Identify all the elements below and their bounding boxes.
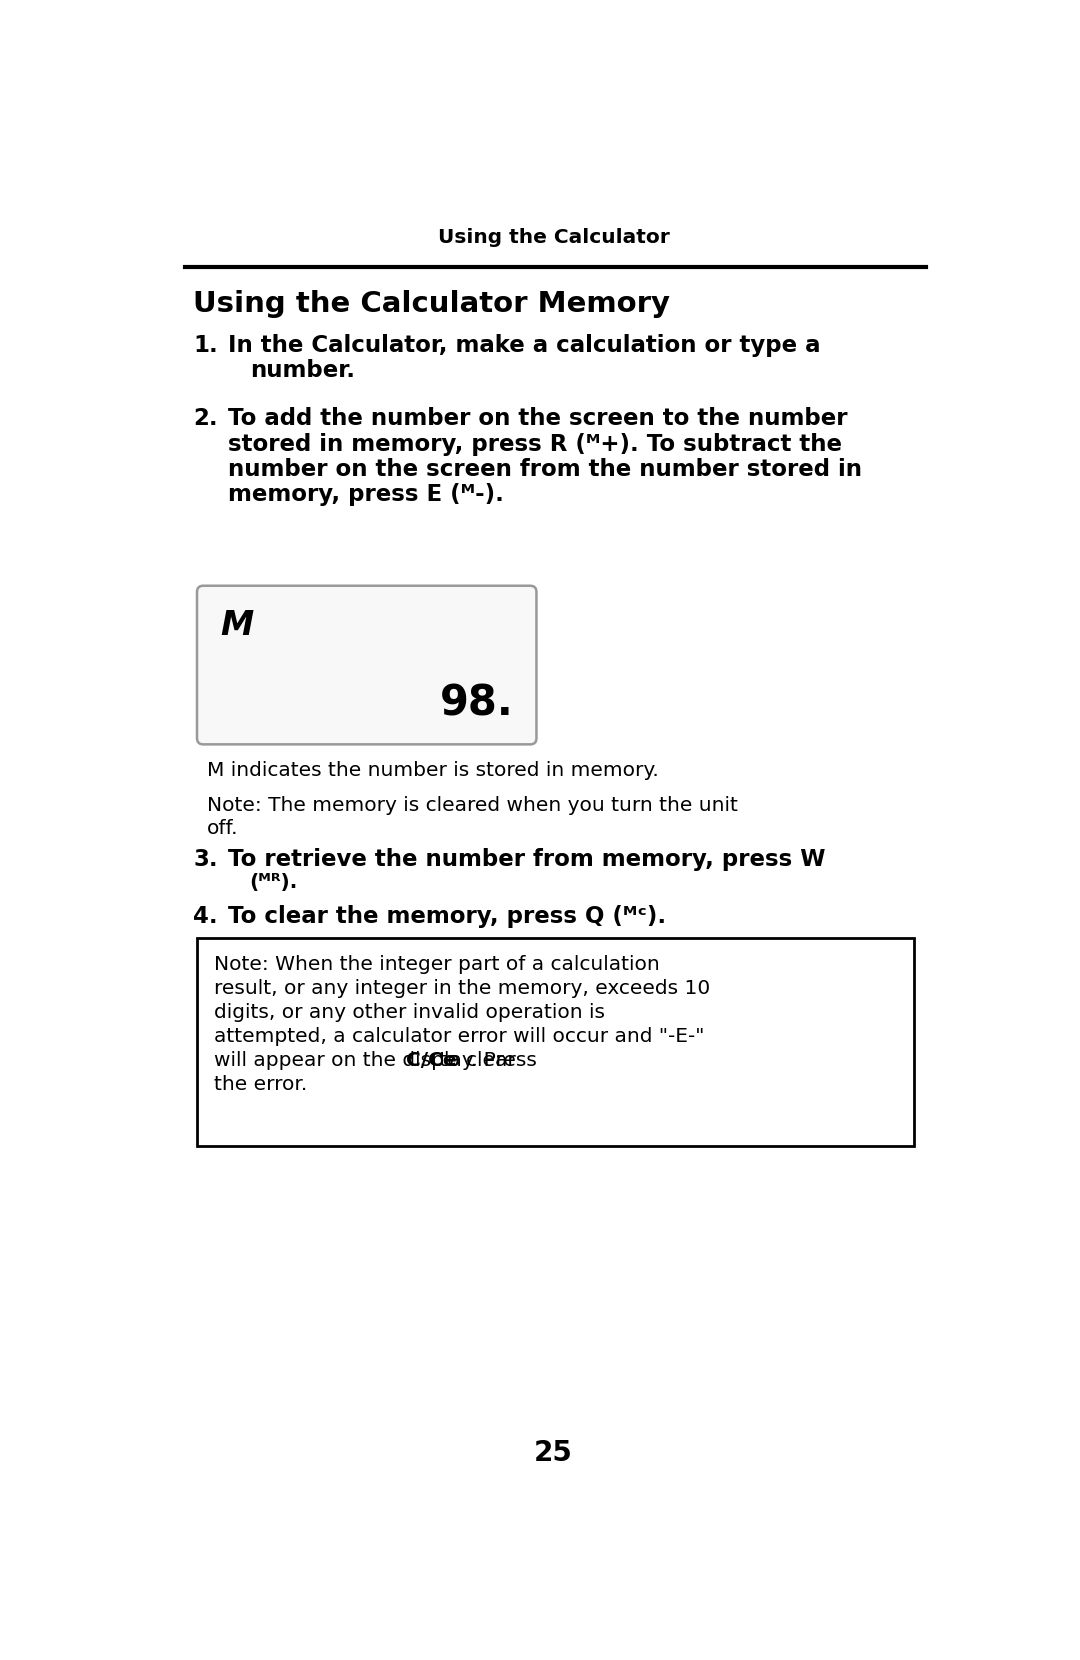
Text: (ᴹᴿ).: (ᴹᴿ). (249, 873, 298, 891)
Text: to clear: to clear (433, 1051, 515, 1069)
Text: 4.: 4. (193, 905, 218, 928)
Text: digits, or any other invalid operation is: digits, or any other invalid operation i… (214, 1003, 605, 1023)
Text: 98.: 98. (440, 682, 513, 724)
Text: the error.: the error. (214, 1074, 308, 1094)
Text: Note: When the integer part of a calculation: Note: When the integer part of a calcula… (214, 956, 660, 974)
FancyBboxPatch shape (197, 586, 537, 744)
Text: number on the screen from the number stored in: number on the screen from the number sto… (228, 458, 862, 481)
Text: number.: number. (249, 359, 354, 382)
Text: 3.: 3. (193, 848, 218, 870)
Text: M indicates the number is stored in memory.: M indicates the number is stored in memo… (207, 762, 659, 780)
Text: 2.: 2. (193, 407, 218, 430)
Text: 1.: 1. (193, 334, 218, 357)
Text: To add the number on the screen to the number: To add the number on the screen to the n… (228, 407, 848, 430)
Text: off.: off. (207, 818, 239, 838)
Text: C/Ce: C/Ce (406, 1051, 457, 1069)
Text: Using the Calculator Memory: Using the Calculator Memory (193, 290, 670, 319)
Text: attempted, a calculator error will occur and "-E-": attempted, a calculator error will occur… (214, 1028, 704, 1046)
Text: will appear on the display. Press: will appear on the display. Press (214, 1051, 543, 1069)
Text: stored in memory, press R (ᴹ+). To subtract the: stored in memory, press R (ᴹ+). To subtr… (228, 433, 842, 455)
Text: In the Calculator, make a calculation or type a: In the Calculator, make a calculation or… (228, 334, 821, 357)
Text: memory, press E (ᴹ-).: memory, press E (ᴹ-). (228, 483, 504, 506)
Text: M: M (220, 609, 254, 642)
Text: Using the Calculator: Using the Calculator (437, 229, 670, 247)
Text: To retrieve the number from memory, press W: To retrieve the number from memory, pres… (228, 848, 825, 870)
Text: Note: The memory is cleared when you turn the unit: Note: The memory is cleared when you tur… (207, 795, 738, 815)
Text: result, or any integer in the memory, exceeds 10: result, or any integer in the memory, ex… (214, 979, 711, 998)
Text: 25: 25 (535, 1439, 572, 1467)
Bar (197, 938, 914, 1147)
Text: To clear the memory, press Q (ᴹᶜ).: To clear the memory, press Q (ᴹᶜ). (228, 905, 666, 928)
